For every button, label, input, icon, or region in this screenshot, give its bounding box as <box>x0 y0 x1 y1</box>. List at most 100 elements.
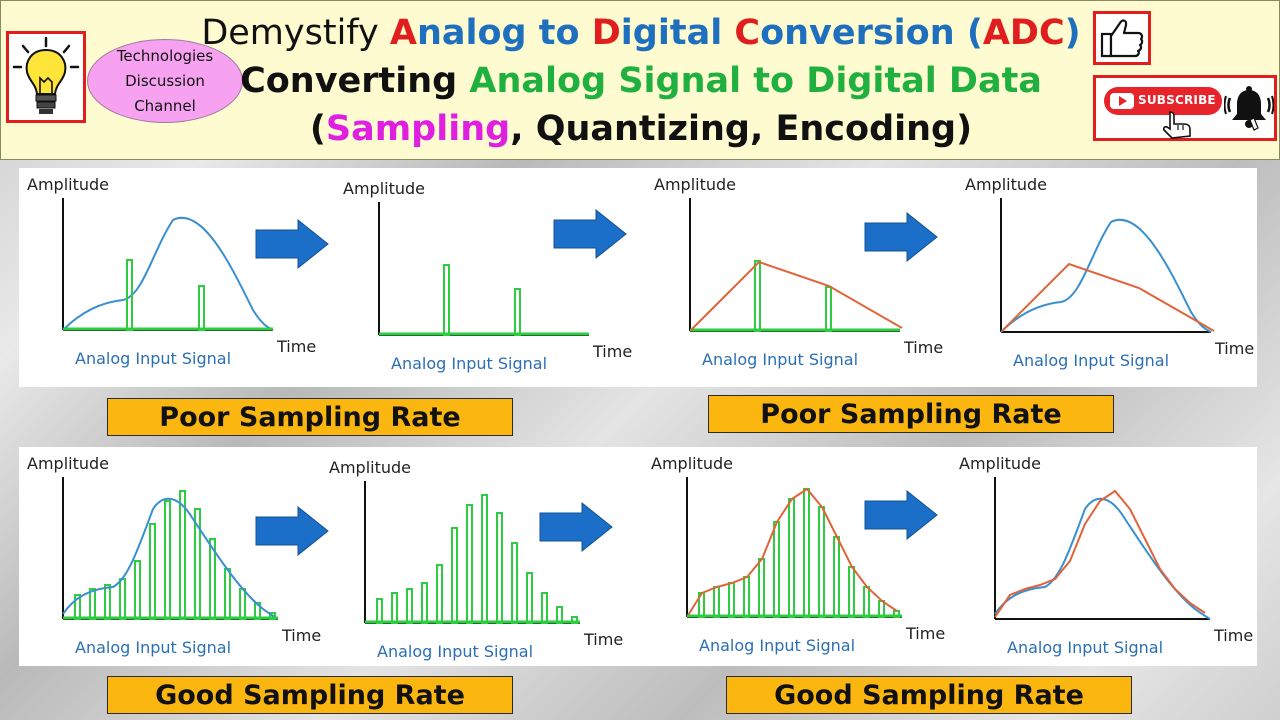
poor-sampling-diagram: Amplitude Time Analog Input Signal Amplitud… <box>27 175 1254 373</box>
good-sampling-panel: Amplitude Time Analog Input Signal Amplitud… <box>19 447 1257 666</box>
right-arrow-icon <box>864 211 938 263</box>
poor-sampling-rate-label-left: Poor Sampling Rate <box>107 398 513 436</box>
poor-chart3-reconstruction <box>690 260 903 331</box>
good-chart2-sample <box>391 592 398 624</box>
subscribe-label: SUBSCRIBE <box>1138 93 1216 107</box>
poor-chart4-caption: Analog Input Signal <box>1013 351 1169 370</box>
good-chart3-sample <box>833 536 840 618</box>
title-1-part: Demystify <box>201 13 390 53</box>
poor-chart3-xlabel: Time <box>903 338 943 357</box>
good-chart2-sample <box>376 598 383 624</box>
poor-chart1-sample <box>198 285 205 331</box>
good-chart2-caption: Analog Input Signal <box>377 642 533 661</box>
good-chart1-sample <box>104 584 111 620</box>
good-chart2-sample <box>466 504 473 624</box>
poor-chart4-analog-curve <box>1000 218 1212 333</box>
like-button[interactable] <box>1093 11 1151 65</box>
poor-chart2-caption: Analog Input Signal <box>391 354 547 373</box>
good-chart1-ylabel: Amplitude <box>27 454 109 473</box>
title-2-part: Converting <box>240 61 470 101</box>
poor-chart1-caption: Analog Input Signal <box>75 349 231 368</box>
good-chart4-xlabel: Time <box>1213 626 1253 645</box>
poor-sampling-rate-label-right: Poor Sampling Rate <box>708 395 1114 433</box>
channel-line-2: Discussion <box>125 71 205 90</box>
light-bulb-icon <box>12 36 80 114</box>
good-chart3-sample <box>743 576 750 618</box>
poor-chart3-caption: Analog Input Signal <box>702 350 858 369</box>
right-arrow-icon <box>539 501 613 553</box>
title-3-part: ( <box>309 109 326 149</box>
subscribe-widget[interactable]: SUBSCRIBE <box>1093 75 1277 141</box>
good-chart4-caption: Analog Input Signal <box>1007 638 1163 657</box>
good-chart3-sample <box>773 521 780 618</box>
thumbs-up-icon <box>1100 19 1144 58</box>
right-arrow-icon <box>255 505 329 557</box>
poor-chart2-sample <box>443 264 450 336</box>
title-3-part: , Quantizing, Encoding) <box>510 109 973 149</box>
good-chart3-sample <box>788 498 795 618</box>
channel-logo <box>6 31 86 123</box>
poor-chart2-xlabel: Time <box>592 342 632 361</box>
good-chart2-sample <box>436 564 443 624</box>
channel-line-3: Channel <box>134 96 196 115</box>
good-chart1-analog-curve <box>62 497 279 620</box>
good-chart2-sample <box>421 582 428 624</box>
good-chart3-sample <box>818 506 825 618</box>
channel-line-1: Technologies <box>116 46 214 65</box>
right-arrow-icon <box>553 208 627 260</box>
poor-chart4-xlabel: Time <box>1214 339 1254 358</box>
good-chart3-caption: Analog Input Signal <box>699 636 855 655</box>
subscribe-button[interactable]: SUBSCRIBE <box>1104 87 1222 115</box>
poor-chart1-sample <box>126 259 133 331</box>
good-chart3-sample <box>758 558 765 618</box>
channel-name: Technologies Discussion Channel <box>87 39 243 123</box>
good-sampling-rate-label-right: Good Sampling Rate <box>726 676 1132 714</box>
good-chart1-sample <box>224 568 231 620</box>
good-chart1-caption: Analog Input Signal <box>75 638 231 657</box>
title-line-2: Converting Analog Signal to Digital Data <box>151 61 1131 101</box>
title-1-part: A <box>389 13 417 53</box>
title-1-part: nalog to <box>416 13 592 53</box>
good-chart1-sample <box>134 560 141 620</box>
good-chart1-sample <box>119 578 126 620</box>
title-2-part: Analog Signal to Digital Data <box>469 61 1042 101</box>
poor-chart4-reconstruction <box>1001 262 1215 332</box>
good-chart1-sample <box>239 588 246 620</box>
poor-chart1-ylabel: Amplitude <box>27 175 109 194</box>
title-1-part: igital <box>620 13 735 53</box>
bell-icon <box>1224 86 1274 131</box>
good-chart3-sample <box>803 488 810 618</box>
title-line-3: (Sampling, Quantizing, Encoding) <box>151 109 1131 149</box>
good-chart2-sample <box>406 588 413 624</box>
right-arrow-icon <box>255 218 329 270</box>
title-1-part: onversion ( <box>760 13 983 53</box>
good-chart1-sample <box>179 490 186 620</box>
poor-chart1-xlabel: Time <box>276 337 316 356</box>
good-chart3-sample <box>848 566 855 618</box>
good-chart3-sample <box>863 586 870 618</box>
good-chart3-xlabel: Time <box>905 624 945 643</box>
good-sampling-rate-label-left: Good Sampling Rate <box>107 676 513 714</box>
poor-chart3-sample <box>754 260 761 332</box>
good-chart3-sample <box>713 586 720 618</box>
poor-chart2-ylabel: Amplitude <box>343 179 425 198</box>
title-line-1: Demystify Analog to Digital Conversion (… <box>151 13 1131 53</box>
good-chart1-xlabel: Time <box>281 626 321 645</box>
good-chart2-sample <box>511 542 518 624</box>
header-banner: Technologies Discussion Channel Demystif… <box>0 0 1280 160</box>
title-3-part: Sampling <box>325 109 511 149</box>
title-1-part: ) <box>1064 13 1081 53</box>
good-chart4-analog-curve <box>994 497 1211 620</box>
good-chart1-sample <box>164 500 171 620</box>
title-1-part: ADC <box>982 13 1065 53</box>
title-1-part: D <box>591 13 621 53</box>
good-chart2-sample <box>451 527 458 624</box>
poor-chart2-sample <box>514 288 521 336</box>
poor-chart3-ylabel: Amplitude <box>654 175 736 194</box>
poor-chart4-ylabel: Amplitude <box>965 175 1047 194</box>
good-chart2-sample <box>541 592 548 624</box>
poor-chart1-analog-curve <box>62 216 274 331</box>
title-1-part: C <box>734 13 761 53</box>
poor-sampling-panel: Amplitude Time Analog Input Signal Amplitud… <box>19 168 1257 387</box>
good-chart1-sample <box>149 523 156 620</box>
